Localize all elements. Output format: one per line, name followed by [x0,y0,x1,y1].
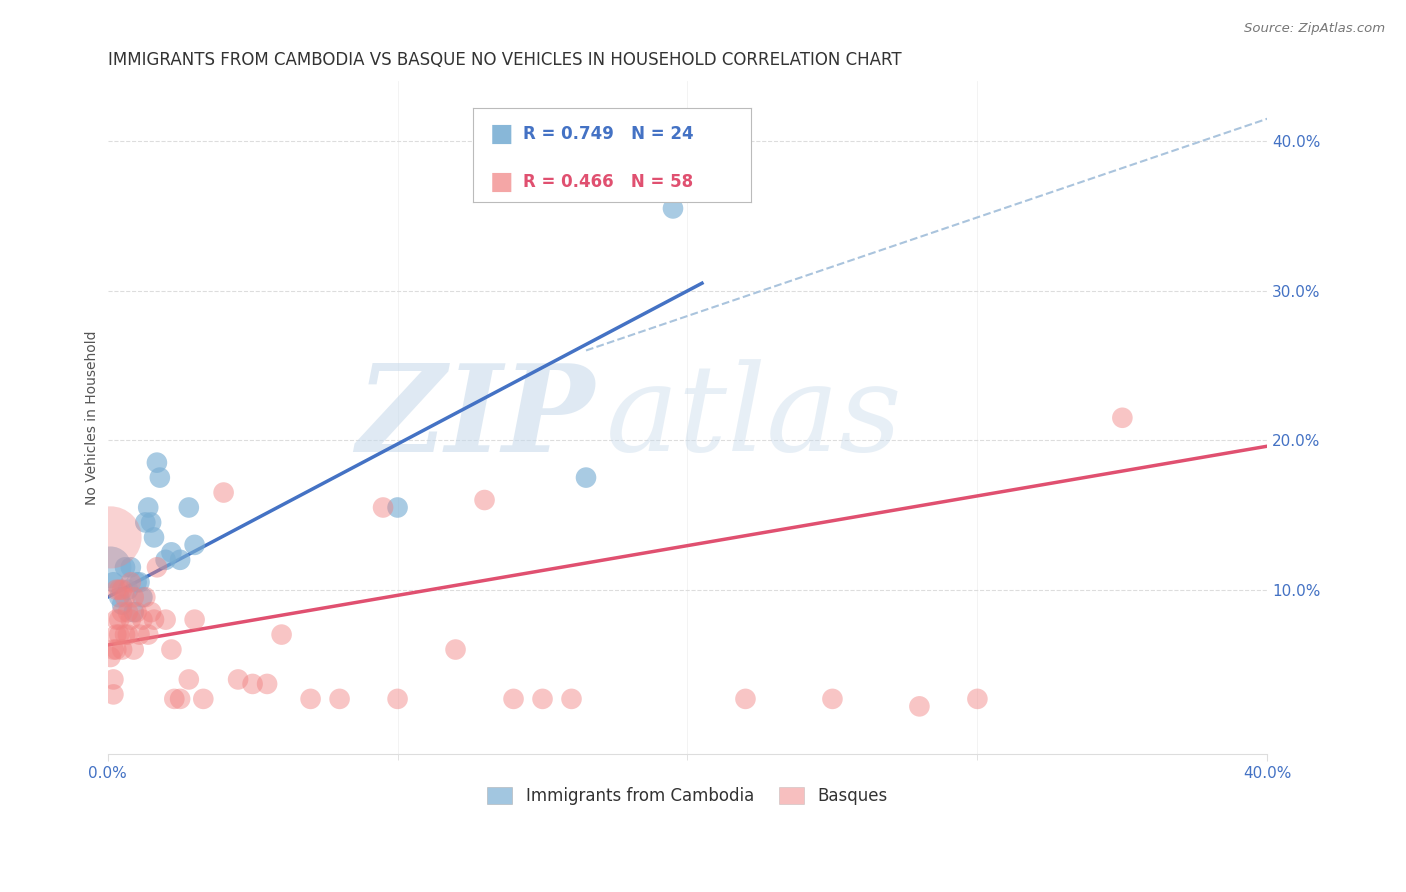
Point [117,605,139,619]
Point [908,699,931,714]
Point [226,673,249,687]
Point [163,692,186,706]
Point [136,500,159,515]
Point [122,591,145,605]
Point [155,553,177,567]
Point [125,605,148,619]
Point [131,613,153,627]
Point [108,613,131,627]
Point [143,613,166,627]
Point [575,470,598,484]
Point [134,516,156,530]
Point [270,627,292,641]
Point [734,692,756,706]
Point [387,500,409,515]
Point [387,692,409,706]
Point [117,582,139,597]
Point [122,605,145,619]
Point [120,575,142,590]
Point [212,485,235,500]
Point [183,538,205,552]
Point [143,530,166,544]
Point [108,582,131,597]
Point [177,500,200,515]
Point [474,493,496,508]
Point [183,613,205,627]
Point [103,575,125,590]
Point [114,627,136,641]
Point [531,692,554,706]
Point [155,613,177,627]
Point [114,591,136,605]
Point [131,591,153,605]
Point [149,470,172,484]
Point [139,516,162,530]
Point [502,692,524,706]
Point [160,545,183,559]
Text: Source: ZipAtlas.com: Source: ZipAtlas.com [1244,22,1385,36]
Point [966,692,988,706]
Point [444,642,467,657]
Point [128,627,150,641]
Point [120,613,142,627]
Point [100,650,122,665]
Point [117,627,139,641]
Point [821,692,844,706]
Point [108,591,131,605]
Point [662,202,685,216]
Point [111,598,134,612]
Point [100,530,122,544]
Point [122,642,145,657]
Point [120,560,142,574]
Legend: Immigrants from Cambodia, Basques: Immigrants from Cambodia, Basques [479,779,896,814]
Point [103,687,125,701]
Text: ZIP: ZIP [357,359,595,477]
Point [105,642,128,657]
Point [111,642,134,657]
Point [105,582,128,597]
Point [111,582,134,597]
Point [146,560,169,574]
Point [256,677,278,691]
Point [125,575,148,590]
Point [103,642,125,657]
Text: atlas: atlas [606,359,903,476]
Point [136,627,159,641]
Point [242,677,264,691]
Point [1111,410,1133,425]
Point [111,605,134,619]
Point [299,692,322,706]
Point [146,456,169,470]
Point [105,627,128,641]
Point [105,613,128,627]
Point [177,673,200,687]
Point [103,673,125,687]
Point [134,591,156,605]
Point [100,560,122,574]
Y-axis label: No Vehicles in Household: No Vehicles in Household [86,331,100,505]
Point [193,692,215,706]
Point [160,642,183,657]
Text: IMMIGRANTS FROM CAMBODIA VS BASQUE NO VEHICLES IN HOUSEHOLD CORRELATION CHART: IMMIGRANTS FROM CAMBODIA VS BASQUE NO VE… [108,51,901,69]
Point [108,627,131,641]
Point [371,500,394,515]
Point [169,692,191,706]
Point [114,560,136,574]
Point [139,605,162,619]
Point [128,575,150,590]
Point [560,692,582,706]
Point [329,692,352,706]
Point [169,553,191,567]
